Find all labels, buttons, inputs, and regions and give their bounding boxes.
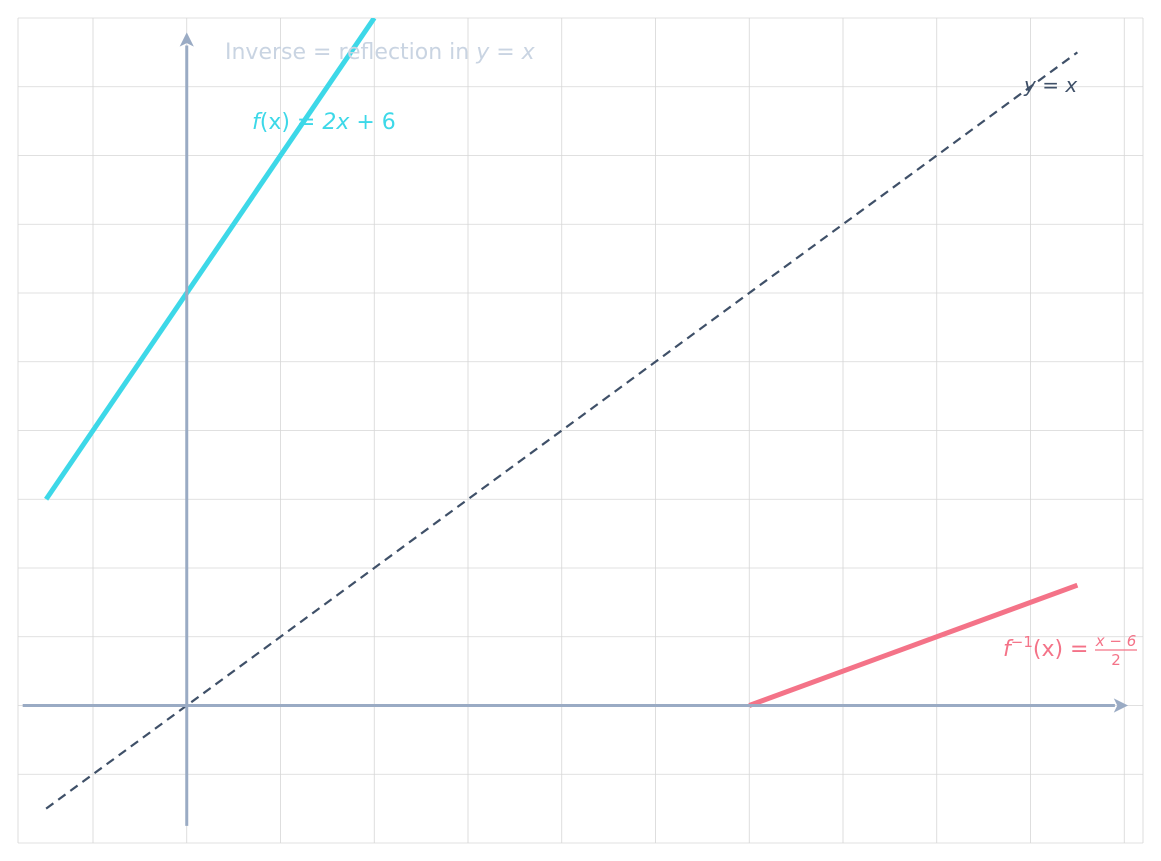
series-line-1 xyxy=(45,51,1079,810)
series-label-f-name: f xyxy=(252,110,263,135)
chart-title-var: y = x xyxy=(475,40,535,65)
svg-text:f−1(x) =: f−1(x) = xyxy=(1003,633,1089,662)
series-label-f-var: 2x xyxy=(322,110,350,135)
series-label-f-arg: (x) = xyxy=(260,110,323,135)
series-label-f-rest: + 6 xyxy=(349,110,395,135)
series-label-inverse-numerator: x − 6 xyxy=(1095,632,1137,650)
series-line-0 xyxy=(44,18,377,501)
grid xyxy=(17,17,1144,844)
series-label-identity-eq: = xyxy=(1036,73,1065,97)
series-label-identity-rhs: x xyxy=(1064,73,1077,97)
series-label-inverse: f−1(x) = x − 6 2 xyxy=(1003,632,1137,669)
series-line-2 xyxy=(748,582,1079,708)
series-label-inverse-name: f xyxy=(1003,637,1014,662)
chart-title-text: Inverse = reflection in xyxy=(225,40,476,65)
x-axis-arrow xyxy=(1113,698,1128,713)
series-label-inverse-sup: −1 xyxy=(1011,633,1033,651)
series-label-f: f(x) = 2x + 6 xyxy=(252,110,396,135)
series-label-inverse-denominator: 2 xyxy=(1111,651,1121,669)
y-axis-arrow xyxy=(179,32,194,47)
series-label-identity: y = x xyxy=(1023,73,1077,97)
axes xyxy=(22,32,1128,826)
series-label-inverse-arg: (x) = xyxy=(1033,637,1089,662)
chart-title: Inverse = reflection in y = x xyxy=(225,40,536,65)
series-layer xyxy=(44,18,1079,810)
series-label-identity-lhs: y xyxy=(1023,73,1037,97)
